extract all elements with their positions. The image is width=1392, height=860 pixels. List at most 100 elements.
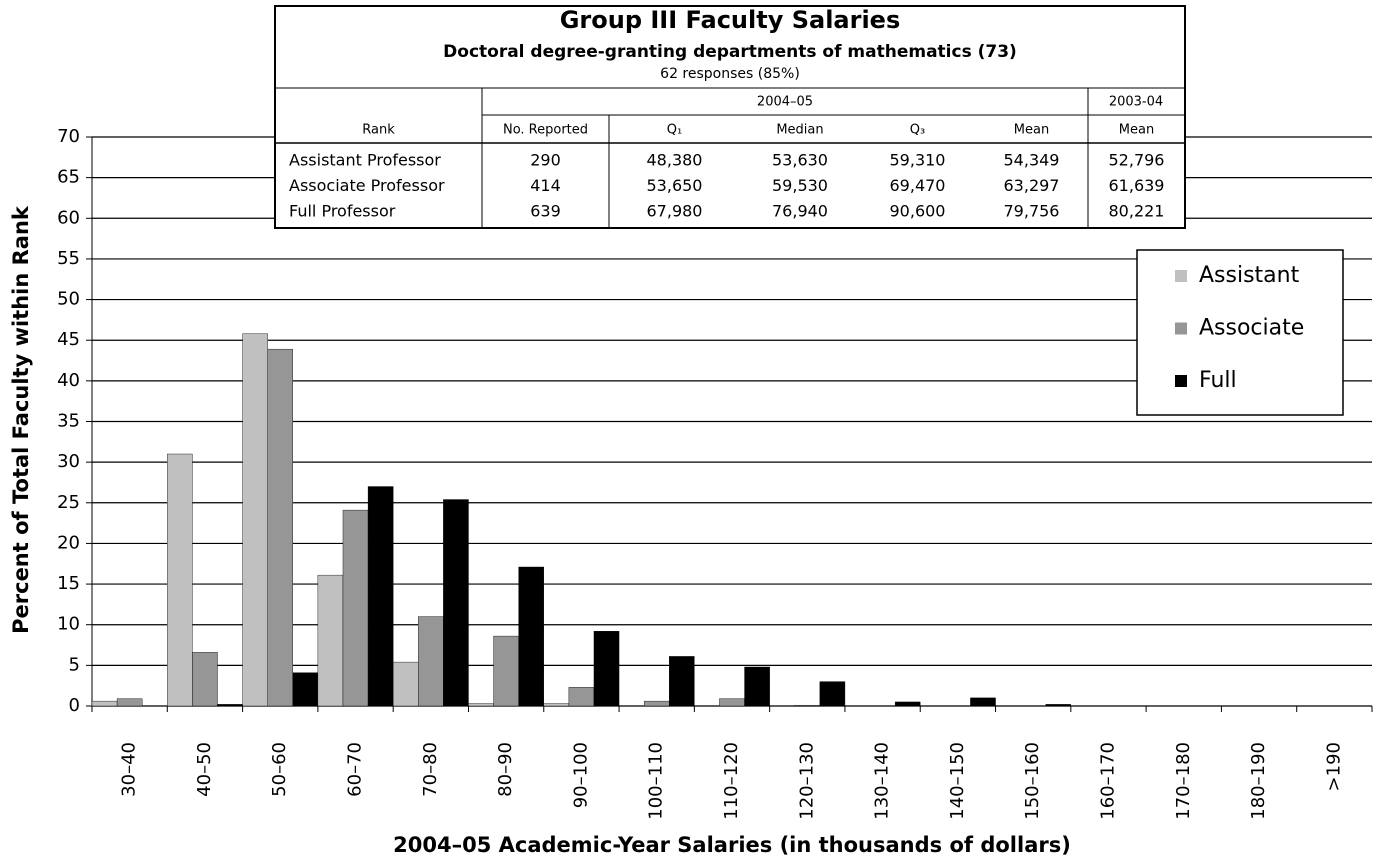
bar (518, 566, 544, 707)
legend-swatch (1175, 375, 1187, 387)
table-group-header: 2004–05 (757, 95, 813, 110)
table-cell: 61,639 (1109, 176, 1165, 195)
y-tick-label: 45 (57, 329, 80, 350)
legend-label: Full (1199, 368, 1237, 393)
bar (643, 700, 670, 707)
table-column-header: Rank (362, 123, 395, 138)
y-tick-label: 55 (57, 248, 80, 269)
table-note: 62 responses (85%) (660, 66, 800, 82)
bar (970, 697, 996, 707)
y-tick-label: 5 (69, 654, 80, 675)
y-tick-label: 0 (69, 695, 80, 716)
table-cell: 67,980 (647, 202, 703, 221)
y-tick-label: 15 (57, 573, 80, 594)
table-cell: 69,470 (890, 176, 946, 195)
bar (669, 656, 695, 707)
bar (543, 703, 570, 707)
y-tick-label: 30 (57, 451, 80, 472)
bar (342, 509, 369, 707)
y-tick-label: 60 (57, 207, 80, 228)
y-tick-label: 65 (57, 167, 80, 188)
bar (116, 698, 143, 707)
y-tick-label: 70 (57, 126, 80, 147)
y-tick-label: 50 (57, 289, 80, 310)
legend-label: Assistant (1199, 263, 1300, 288)
bar (819, 681, 846, 707)
x-tick-label: 130–140 (872, 742, 893, 820)
table-cell: 48,380 (647, 151, 703, 170)
x-tick-label: 160–170 (1097, 742, 1118, 820)
bar (91, 700, 118, 707)
x-tick-label: 80–90 (495, 742, 516, 797)
table-cell: 63,297 (1004, 176, 1060, 195)
y-tick-label: 35 (57, 411, 80, 432)
x-tick-label: 70–80 (420, 742, 441, 797)
x-tick-label: 90–100 (570, 742, 591, 808)
table-cell: 54,349 (1004, 151, 1060, 170)
bar (794, 704, 821, 707)
x-tick-label: 30–40 (119, 742, 140, 797)
legend-box (1136, 249, 1344, 416)
bar (217, 704, 243, 707)
x-tick-label: 140–150 (947, 742, 968, 820)
x-tick-label: 120–130 (796, 742, 817, 820)
table-title: Group III Faculty Salaries (560, 6, 901, 34)
bar (744, 666, 770, 707)
table-cell: Associate Professor (289, 176, 445, 195)
bar (192, 652, 218, 707)
y-tick-label: 25 (57, 492, 80, 513)
table-subtitle: Doctoral degree-granting departments of … (443, 42, 1017, 62)
bar (167, 453, 193, 707)
table-cell: 52,796 (1109, 151, 1165, 170)
table-column-header: Q₃ (910, 123, 925, 138)
bar (1045, 704, 1072, 707)
table-column-header: Mean (1119, 123, 1154, 138)
x-tick-label: 170–180 (1173, 742, 1194, 820)
bar (367, 486, 394, 707)
x-tick-label: 100–110 (646, 742, 667, 820)
table-cell: 59,310 (890, 151, 946, 170)
bar (292, 672, 319, 707)
table-column-header: Q₁ (667, 123, 682, 138)
legend-label: Associate (1199, 316, 1304, 341)
x-tick-label: 50–60 (269, 742, 290, 797)
bar (267, 348, 293, 707)
y-tick-label: 20 (57, 532, 80, 553)
bar (894, 701, 921, 707)
y-axis-title: Percent of Total Faculty within Rank (9, 205, 33, 634)
x-tick-label: 110–120 (721, 742, 742, 820)
bar (443, 499, 469, 707)
table-column-header: Mean (1014, 123, 1049, 138)
table-cell: 79,756 (1004, 202, 1060, 221)
x-tick-label: 60–70 (345, 742, 366, 797)
y-tick-label: 10 (57, 614, 80, 635)
bar (468, 703, 494, 707)
table-cell: Full Professor (289, 202, 396, 221)
bar (493, 635, 519, 707)
x-tick-label: 150–160 (1022, 742, 1043, 820)
table-cell: 53,630 (772, 151, 828, 170)
bar (418, 616, 444, 707)
bar (242, 333, 268, 707)
table-column-header: No. Reported (503, 123, 588, 138)
table-column-header: Median (776, 123, 823, 138)
bar (392, 661, 419, 707)
bar (317, 574, 344, 707)
table-cell: 90,600 (890, 202, 946, 221)
table-box (274, 5, 1186, 229)
legend-swatch (1175, 322, 1187, 335)
table-cell: 80,221 (1109, 202, 1165, 221)
table-cell: Assistant Professor (289, 151, 441, 170)
x-axis-title: 2004–05 Academic-Year Salaries (in thous… (393, 833, 1071, 857)
bar (593, 631, 620, 707)
table-cell: 59,530 (772, 176, 828, 195)
y-tick-label: 40 (57, 370, 80, 391)
legend-swatch (1175, 270, 1187, 282)
x-tick-label: 180–190 (1248, 742, 1269, 820)
table-cell: 414 (530, 176, 561, 195)
table-cell: 76,940 (772, 202, 828, 221)
bar (719, 698, 745, 707)
x-tick-label: 40–50 (194, 742, 215, 797)
bar (568, 687, 595, 707)
